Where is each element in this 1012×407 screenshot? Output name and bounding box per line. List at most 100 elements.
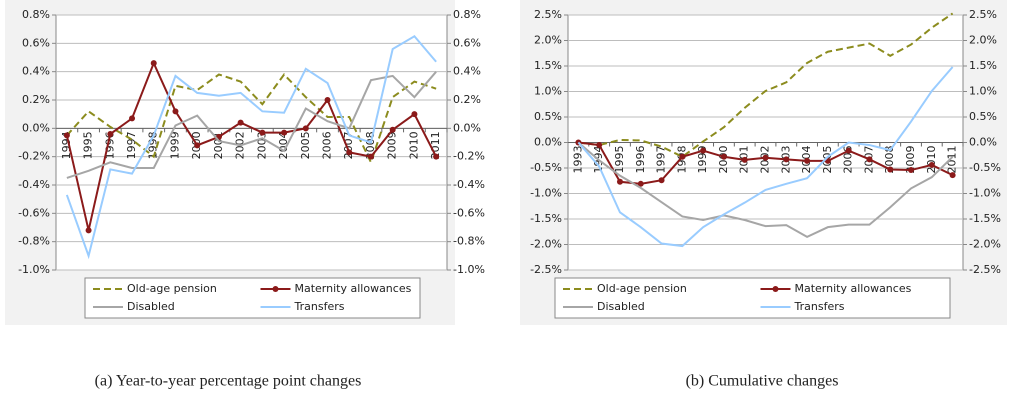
y2-tick-label: -0.6% <box>453 206 485 219</box>
x-tick-label: 1998 <box>147 131 160 159</box>
x-tick-label: 1995 <box>82 131 95 159</box>
y2-tick-label: -1.5% <box>969 212 1001 225</box>
y2-tick-label: 0.0% <box>453 121 481 134</box>
y2-tick-label: 2.0% <box>969 34 997 47</box>
x-tick-label: 2010 <box>925 146 938 174</box>
point <box>887 166 894 173</box>
y2-tick-label: -0.8% <box>453 235 485 248</box>
legend-label: Transfers <box>294 300 345 313</box>
legend <box>84 277 421 319</box>
point <box>107 131 114 137</box>
point <box>433 153 440 160</box>
x-tick-label: 2005 <box>299 131 312 159</box>
point <box>762 154 769 161</box>
y2-tick-label: -0.2% <box>453 150 485 163</box>
x-tick-label: 2011 <box>946 146 959 174</box>
point <box>150 60 157 67</box>
y-tick-label: -1.5% <box>530 212 562 225</box>
y2-tick-label: -1.0% <box>969 187 1001 200</box>
y-tick-label: -0.8% <box>18 235 50 248</box>
point <box>172 108 179 115</box>
y-tick-label: 0.5% <box>534 110 562 123</box>
y-tick-label: 2.0% <box>534 34 562 47</box>
x-tick-label: 1999 <box>168 131 181 159</box>
x-tick-label: 1997 <box>125 131 138 159</box>
legend-label: Disabled <box>597 300 645 313</box>
point <box>741 156 748 163</box>
y-tick-label: 2.5% <box>534 8 562 21</box>
y-tick-label: 0.6% <box>22 36 50 49</box>
y-tick-label: -1.0% <box>530 187 562 200</box>
x-tick-label: 2006 <box>321 131 334 159</box>
point <box>194 142 201 149</box>
x-tick-label: 2004 <box>277 131 290 159</box>
y-tick-label: -0.5% <box>530 161 562 174</box>
x-tick-label: 2010 <box>407 131 420 159</box>
point <box>596 142 603 149</box>
point <box>720 153 727 160</box>
x-tick-label: 2009 <box>386 131 399 159</box>
y2-tick-label: -0.4% <box>453 178 485 191</box>
x-tick-label: 1995 <box>613 146 626 174</box>
point <box>281 129 288 136</box>
point <box>411 111 418 118</box>
point <box>85 227 92 234</box>
point <box>783 156 790 163</box>
point <box>866 156 873 163</box>
point <box>389 126 396 133</box>
series-line <box>65 34 437 260</box>
point <box>804 157 811 164</box>
y2-tick-label: 0.4% <box>453 65 481 78</box>
point <box>259 129 266 136</box>
y-tick-label: 1.5% <box>534 59 562 72</box>
point <box>908 167 915 174</box>
y2-tick-label: 0.8% <box>453 8 481 21</box>
point <box>63 132 70 139</box>
y-tick-label: 0.0% <box>22 121 50 134</box>
legend <box>554 277 951 319</box>
y-tick-label: 0.2% <box>22 93 50 106</box>
series-line <box>578 12 954 158</box>
point <box>949 172 956 179</box>
x-tick-label: 1994 <box>60 131 73 159</box>
point <box>637 180 644 187</box>
x-tick-label: 1993 <box>571 146 584 174</box>
series-line <box>65 60 438 231</box>
caption: (b) Cumulative changes <box>686 373 839 390</box>
y-tick-label: 0.0% <box>534 136 562 149</box>
point <box>367 153 374 160</box>
series-line <box>66 72 437 165</box>
point <box>324 97 331 103</box>
point <box>700 147 707 154</box>
point <box>658 177 665 184</box>
y-tick-label: -2.0% <box>530 238 562 251</box>
y2-tick-label: 1.0% <box>969 85 997 98</box>
x-tick-label: 1997 <box>655 146 668 174</box>
legend-label: Maternity allowances <box>295 282 412 295</box>
legend-label: Transfers <box>794 300 845 313</box>
y2-tick-label: 1.5% <box>969 59 997 72</box>
y-tick-label: -0.4% <box>18 178 50 191</box>
legend-label: Old-age pension <box>127 282 217 295</box>
y-tick-label: 0.4% <box>22 65 50 78</box>
y2-tick-label: 2.5% <box>969 8 997 21</box>
y-tick-label: -0.6% <box>18 206 50 219</box>
legend-label: Maternity allowances <box>795 282 912 295</box>
point <box>237 119 244 126</box>
y-tick-label: -0.2% <box>18 150 50 163</box>
x-tick-label: 2008 <box>883 146 896 174</box>
y-tick-label: -1.0% <box>18 263 50 276</box>
x-tick-label: 1996 <box>634 146 647 174</box>
y2-tick-label: -2.0% <box>969 238 1001 251</box>
legend-marker <box>272 286 279 292</box>
y-tick-label: 0.8% <box>22 8 50 21</box>
y-tick-label: -2.5% <box>530 263 562 276</box>
series-line <box>577 141 954 238</box>
legend-marker <box>772 286 779 292</box>
point <box>845 147 852 154</box>
x-tick-label: 2003 <box>255 131 268 159</box>
point <box>302 125 309 132</box>
point <box>679 153 686 160</box>
